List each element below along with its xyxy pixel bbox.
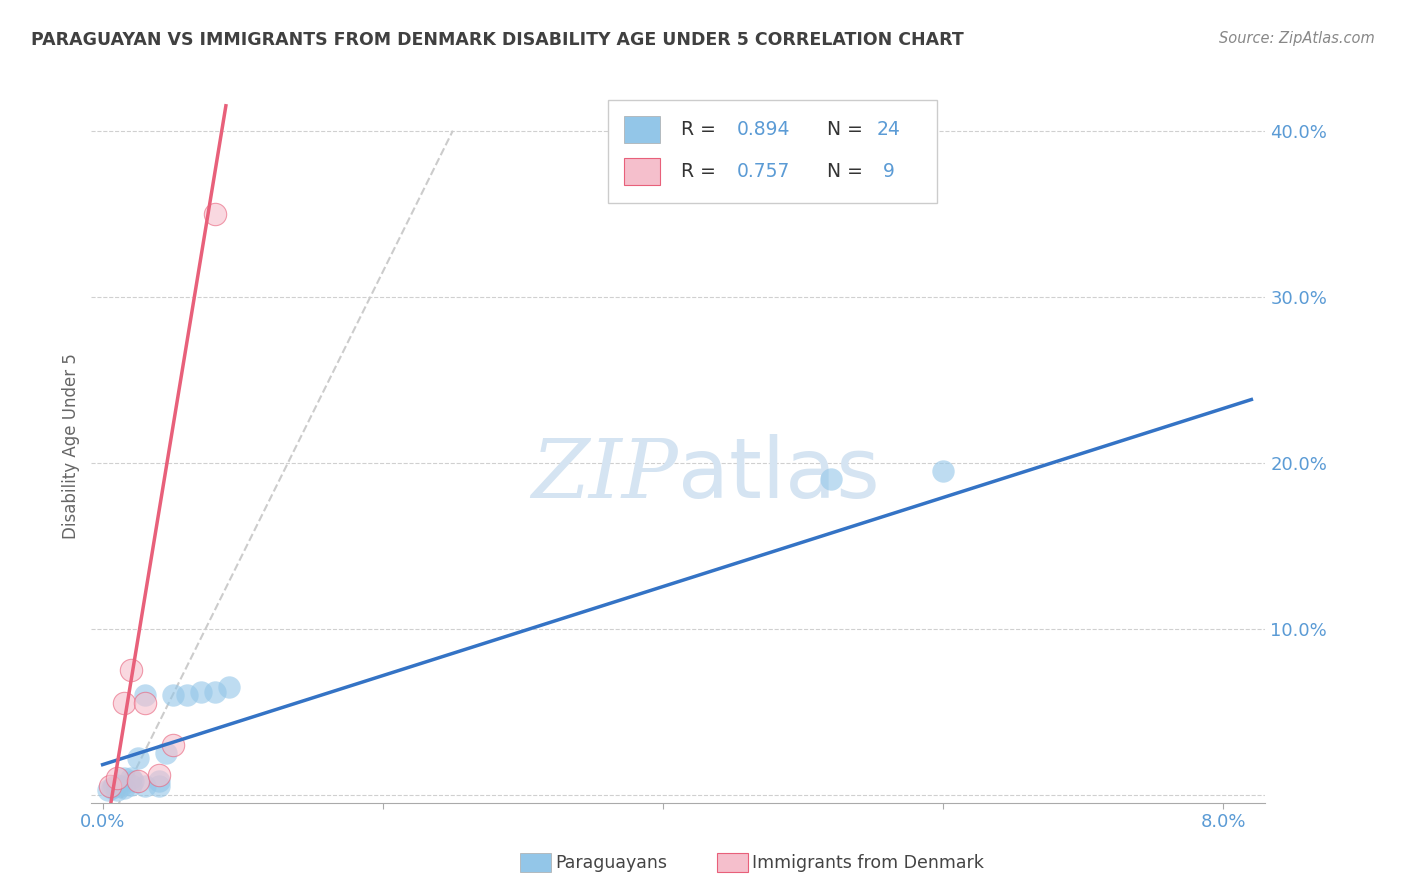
FancyBboxPatch shape bbox=[607, 100, 936, 203]
Point bbox=[110, 779, 132, 793]
Text: Immigrants from Denmark: Immigrants from Denmark bbox=[752, 854, 984, 871]
Text: Paraguayans: Paraguayans bbox=[555, 854, 668, 871]
Text: R =: R = bbox=[681, 120, 721, 139]
Point bbox=[105, 771, 128, 785]
Text: Source: ZipAtlas.com: Source: ZipAtlas.com bbox=[1219, 31, 1375, 46]
Text: atlas: atlas bbox=[678, 434, 880, 515]
Text: N =: N = bbox=[828, 161, 869, 181]
Text: 24: 24 bbox=[877, 120, 901, 139]
Point bbox=[127, 751, 149, 765]
Point bbox=[122, 774, 145, 789]
Text: 0.757: 0.757 bbox=[737, 161, 790, 181]
Point bbox=[204, 684, 226, 698]
Point bbox=[162, 738, 184, 752]
Point bbox=[148, 779, 170, 793]
Text: 0.894: 0.894 bbox=[737, 120, 790, 139]
Point bbox=[105, 782, 128, 797]
Point bbox=[120, 771, 142, 785]
Text: R =: R = bbox=[681, 161, 721, 181]
Text: N =: N = bbox=[828, 120, 869, 139]
Point bbox=[190, 684, 212, 698]
Point bbox=[103, 779, 125, 793]
Point bbox=[98, 779, 121, 793]
Point bbox=[101, 780, 124, 795]
Point bbox=[218, 680, 240, 694]
Point bbox=[155, 746, 177, 760]
Text: 9: 9 bbox=[877, 161, 894, 181]
Point bbox=[134, 688, 156, 702]
Point bbox=[112, 780, 135, 795]
Point bbox=[176, 688, 198, 702]
Bar bbox=[624, 116, 659, 144]
Point bbox=[127, 774, 149, 789]
Point bbox=[112, 771, 135, 785]
Point bbox=[105, 778, 128, 792]
Point bbox=[148, 774, 170, 789]
Point bbox=[134, 696, 156, 710]
Point bbox=[134, 779, 156, 793]
Point bbox=[112, 696, 135, 710]
Point bbox=[97, 782, 120, 797]
Point bbox=[120, 663, 142, 677]
Point bbox=[120, 778, 142, 792]
Point bbox=[820, 472, 842, 486]
Bar bbox=[624, 158, 659, 185]
Point bbox=[932, 464, 955, 478]
Text: ZIP: ZIP bbox=[531, 434, 678, 515]
Point bbox=[204, 207, 226, 221]
Y-axis label: Disability Age Under 5: Disability Age Under 5 bbox=[62, 353, 80, 539]
Point bbox=[162, 688, 184, 702]
Text: PARAGUAYAN VS IMMIGRANTS FROM DENMARK DISABILITY AGE UNDER 5 CORRELATION CHART: PARAGUAYAN VS IMMIGRANTS FROM DENMARK DI… bbox=[31, 31, 963, 49]
Point bbox=[148, 767, 170, 781]
